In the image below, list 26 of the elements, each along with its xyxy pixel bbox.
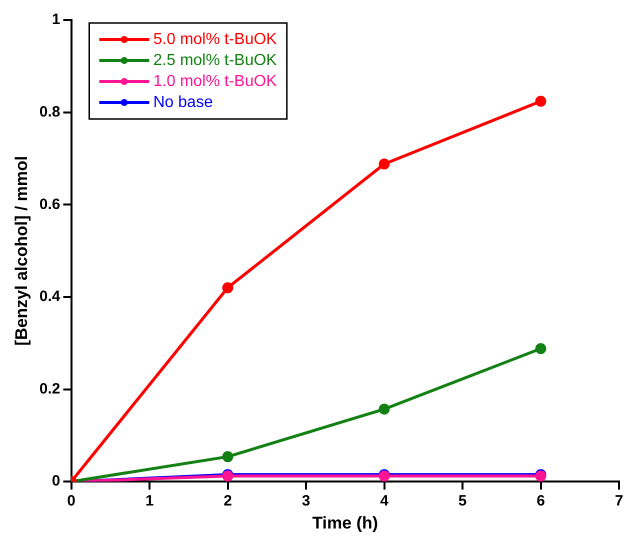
x-tick-label: 1 — [145, 492, 154, 510]
x-tick-label: 5 — [458, 492, 467, 510]
point — [535, 343, 546, 354]
y-tick-label: 0.8 — [39, 103, 60, 120]
x-tick-label: 6 — [536, 492, 545, 510]
x-tick-label: 2 — [224, 492, 232, 510]
point — [378, 404, 390, 415]
y-tick-label: 1 — [52, 11, 60, 28]
y-tick-label: 0.6 — [39, 196, 60, 213]
y-tick-label: 0.4 — [39, 288, 61, 306]
x-tick-label: 7 — [614, 492, 624, 510]
x-axis-title: Time (h) — [312, 513, 378, 532]
y-tick-label: 0.2 — [39, 380, 60, 398]
legend-label: 2.5 mol% t-BuOK — [153, 52, 278, 69]
point — [535, 96, 546, 107]
legend-label: 1.0 mol% t-BuOK — [153, 72, 278, 90]
point — [222, 451, 234, 462]
point — [222, 282, 234, 294]
y-tick-label: 0 — [52, 472, 60, 490]
x-tick-label: 4 — [380, 492, 390, 510]
y-axis-title: [Benzyl alcohol] / mmol — [12, 156, 31, 346]
legend-label: 5.0 mol% t-BuOK — [153, 30, 278, 48]
x-tick-label: 3 — [302, 492, 310, 510]
legend-label: No base — [153, 94, 213, 111]
x-tick-label: 0 — [67, 492, 76, 510]
point — [378, 158, 390, 170]
